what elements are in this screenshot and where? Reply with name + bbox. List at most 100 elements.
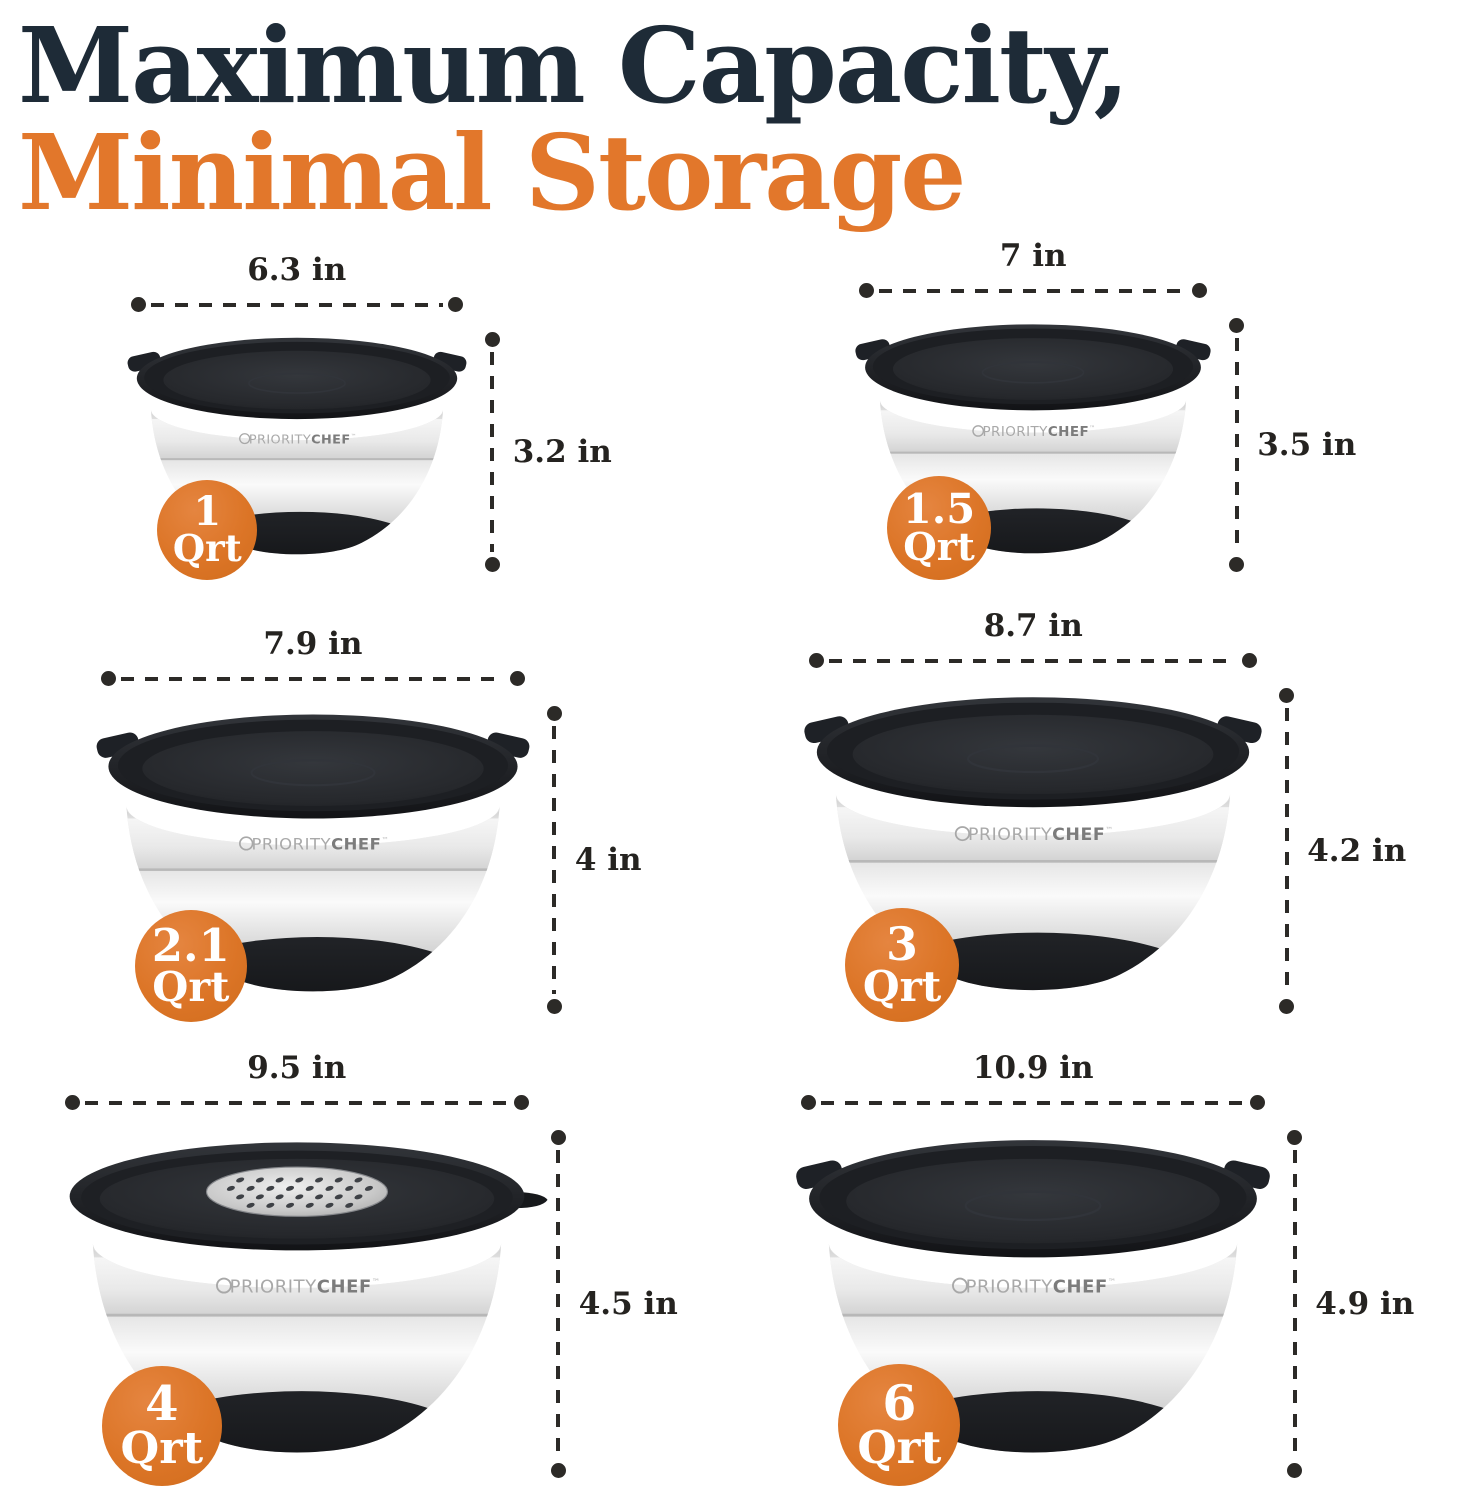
svg-text:PRIORITYCHEF™: PRIORITYCHEF™	[968, 826, 1114, 846]
width-dimension-line	[64, 1095, 529, 1111]
dashed-line	[829, 658, 1238, 663]
height-dimension-line	[484, 332, 500, 573]
width-dimension-label: 7.9 in	[263, 626, 363, 663]
width-dimension-label: 6.3 in	[247, 252, 347, 289]
bowl-panel-3-qrt: 8.7 in PRIORITYCHEF™ 3 Qrt	[757, 578, 1460, 1023]
dashed-line	[490, 352, 495, 553]
dimension-endpoint-dot	[801, 1095, 817, 1111]
bowl-panel-2-1-qrt: 7.9 in PRIORITYCHEF™ 2.1 Qrt	[20, 578, 723, 1023]
dimension-endpoint-dot	[484, 557, 500, 573]
height-dimension-label: 4.5 in	[578, 1286, 678, 1323]
dimension-endpoint-dot	[509, 671, 525, 687]
capacity-value: 1	[193, 487, 222, 535]
width-dimension-line	[801, 1095, 1266, 1111]
svg-text:PRIORITYCHEF™: PRIORITYCHEF™	[229, 1277, 380, 1298]
width-dimension-label: 10.9 in	[972, 1050, 1094, 1087]
dashed-line	[1234, 338, 1239, 553]
dashed-line	[84, 1100, 509, 1105]
bowl-lid	[804, 697, 1262, 808]
width-dimension-label: 8.7 in	[983, 608, 1083, 645]
dimension-endpoint-dot	[1279, 999, 1295, 1015]
bowl-image: PRIORITYCHEF™ 1 Qrt	[127, 328, 467, 581]
width-dimension: 7 in	[859, 238, 1208, 299]
bowl-image: PRIORITYCHEF™ 3 Qrt	[804, 684, 1262, 1023]
capacity-value: 1.5	[902, 484, 976, 534]
width-dimension-line	[809, 653, 1258, 669]
width-dimension-line	[130, 297, 463, 313]
height-dimension-line	[546, 706, 562, 1015]
capacity-value: 4	[145, 1376, 179, 1433]
grater-insert-icon	[205, 1166, 388, 1218]
capacity-unit: Qrt	[172, 526, 242, 571]
dashed-line	[821, 1100, 1246, 1105]
dashed-line	[556, 1150, 561, 1459]
page-header: Maximum Capacity, Minimal Storage	[0, 0, 1473, 226]
dimension-endpoint-dot	[1279, 688, 1295, 704]
dimension-endpoint-dot	[100, 671, 116, 687]
width-dimension-label: 7 in	[999, 238, 1067, 275]
height-dimension-line	[1287, 1130, 1303, 1479]
capacity-badge: 6 Qrt	[838, 1364, 961, 1487]
dimension-endpoint-dot	[1229, 557, 1245, 573]
bowl-image: PRIORITYCHEF™ 6 Qrt	[796, 1126, 1271, 1487]
bowl-panel-4-qrt: 9.5 in PRIORITYCHEF™ 4 Qrt	[20, 1020, 723, 1487]
height-dimension-label: 3.2 in	[512, 434, 612, 471]
dimension-endpoint-dot	[64, 1095, 80, 1111]
height-dimension-line	[1229, 318, 1245, 573]
dashed-line	[879, 288, 1188, 293]
dimension-endpoint-dot	[1242, 653, 1258, 669]
svg-text:PRIORITYCHEF™: PRIORITYCHEF™	[249, 433, 357, 448]
dashed-line	[552, 726, 557, 995]
capacity-value: 2.1	[151, 919, 230, 973]
capacity-badge: 1.5 Qrt	[887, 476, 992, 581]
brand-logo: PRIORITYCHEF™	[972, 425, 1095, 440]
dashed-line	[150, 302, 443, 307]
width-dimension-line	[859, 283, 1208, 299]
title-line-2: Minimal Storage	[18, 111, 966, 235]
width-dimension: 7.9 in	[100, 626, 525, 687]
height-dimension: 4 in	[546, 706, 642, 1015]
brand-logo: PRIORITYCHEF™	[238, 433, 357, 448]
bowl-grid: 6.3 in PRIORITYCHEF™ 1 Qrt	[0, 226, 1473, 1487]
svg-text:PRIORITYCHEF™: PRIORITYCHEF™	[251, 835, 389, 854]
bowl-lid	[69, 1142, 548, 1251]
dimension-endpoint-dot	[513, 1095, 529, 1111]
bowl-lid	[127, 337, 467, 420]
capacity-unit: Qrt	[862, 960, 942, 1011]
height-dimension: 4.2 in	[1279, 688, 1407, 1015]
dimension-endpoint-dot	[1287, 1463, 1303, 1479]
capacity-unit: Qrt	[857, 1420, 942, 1474]
dimension-endpoint-dot	[1229, 318, 1245, 334]
bowl-panel-6-qrt: 10.9 in PRIORITYCHEF™ 6 Qrt	[757, 1020, 1460, 1487]
width-dimension: 10.9 in	[801, 1050, 1266, 1111]
height-dimension-label: 3.5 in	[1257, 427, 1357, 464]
dimension-endpoint-dot	[447, 297, 463, 313]
capacity-badge: 1 Qrt	[157, 480, 258, 581]
dimension-endpoint-dot	[1192, 283, 1208, 299]
height-dimension-label: 4.2 in	[1307, 833, 1407, 870]
dimension-endpoint-dot	[546, 706, 562, 722]
brand-logo: PRIORITYCHEF™	[238, 835, 389, 854]
bowl-panel-1-qrt: 6.3 in PRIORITYCHEF™ 1 Qrt	[20, 226, 723, 581]
dimension-endpoint-dot	[550, 1130, 566, 1146]
height-dimension-label: 4 in	[574, 842, 642, 879]
height-dimension: 3.5 in	[1229, 318, 1357, 573]
dimension-endpoint-dot	[130, 297, 146, 313]
dimension-endpoint-dot	[550, 1463, 566, 1479]
height-dimension: 4.9 in	[1287, 1130, 1415, 1479]
capacity-value: 6	[882, 1373, 917, 1432]
brand-logo: PRIORITYCHEF™	[952, 1277, 1116, 1298]
dashed-line	[1284, 708, 1289, 995]
height-dimension-line	[1279, 688, 1295, 1015]
bowl-lid	[96, 714, 530, 819]
height-dimension-label: 4.9 in	[1315, 1286, 1415, 1323]
dimension-endpoint-dot	[859, 283, 875, 299]
capacity-badge: 2.1 Qrt	[134, 910, 247, 1023]
height-dimension-line	[550, 1130, 566, 1479]
width-dimension-line	[100, 671, 525, 687]
capacity-unit: Qrt	[152, 961, 230, 1011]
bowl-panel-1-5-qrt: 7 in PRIORITYCHEF™ 1.5 Qrt	[757, 226, 1460, 581]
capacity-value: 3	[886, 916, 918, 971]
width-dimension-label: 9.5 in	[247, 1050, 347, 1087]
dimension-endpoint-dot	[1287, 1130, 1303, 1146]
